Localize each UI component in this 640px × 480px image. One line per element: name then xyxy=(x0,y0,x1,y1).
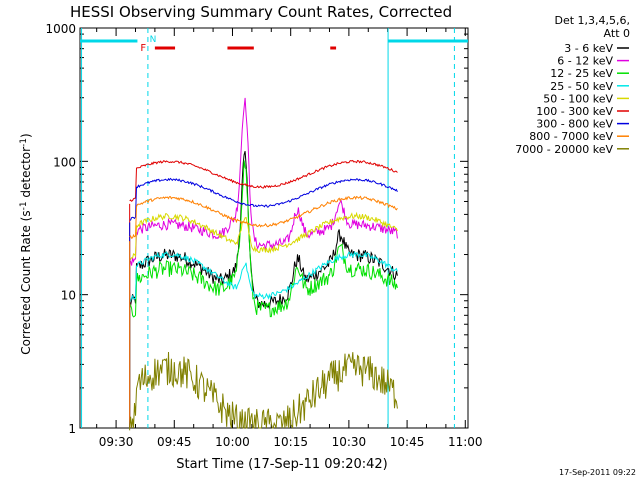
night-flag-label: N xyxy=(150,35,157,45)
legend-label: 3 - 6 keV xyxy=(564,42,613,55)
legend-header-line1: Det 1,3,4,5,6, xyxy=(554,14,630,27)
series-line xyxy=(129,351,398,429)
y-tick-label: 1000 xyxy=(45,22,76,36)
legend-label: 6 - 12 keV xyxy=(557,55,613,68)
legend-label: 800 - 7000 keV xyxy=(529,130,613,143)
plot-frame xyxy=(79,27,469,429)
series-line xyxy=(129,177,398,221)
chart-title: HESSI Observing Summary Count Rates, Cor… xyxy=(70,3,452,21)
x-tick-label: 09:45 xyxy=(157,435,192,449)
plot-area xyxy=(79,27,469,431)
y-tick-label: 100 xyxy=(53,155,76,169)
series-line xyxy=(129,195,398,239)
series-line xyxy=(129,160,398,318)
legend-label: 25 - 50 keV xyxy=(550,80,613,93)
series-line xyxy=(129,211,398,260)
flare-flag-label: F xyxy=(140,43,146,54)
legend-label: 300 - 800 keV xyxy=(536,118,613,131)
legend-label: 100 - 300 keV xyxy=(536,105,613,118)
x-tick-label: 10:15 xyxy=(273,435,308,449)
legend-label: 50 - 100 keV xyxy=(543,92,613,105)
x-tick-label: 09:30 xyxy=(99,435,134,449)
y-tick-label: 10 xyxy=(61,289,76,303)
x-axis-label: Start Time (17-Sep-11 09:20:42) xyxy=(176,457,387,472)
legend-header-line2: Att 0 xyxy=(604,27,630,40)
series-line xyxy=(129,250,398,303)
x-tick-label: 10:30 xyxy=(332,435,367,449)
series-line xyxy=(129,97,398,266)
legend-label: 12 - 25 keV xyxy=(550,67,613,80)
x-tick-label: 11:00 xyxy=(448,435,483,449)
y-tick-label: 1 xyxy=(68,422,76,436)
series-line xyxy=(129,159,398,202)
y-axis-label: Corrected Count Rate (s-1 detector-1) xyxy=(19,133,33,354)
timestamp: 17-Sep-2011 09:22 xyxy=(559,468,636,477)
series-line xyxy=(129,150,398,309)
x-tick-label: 10:00 xyxy=(215,435,250,449)
legend-label: 7000 - 20000 keV xyxy=(515,143,613,156)
x-tick-label: 10:45 xyxy=(390,435,425,449)
